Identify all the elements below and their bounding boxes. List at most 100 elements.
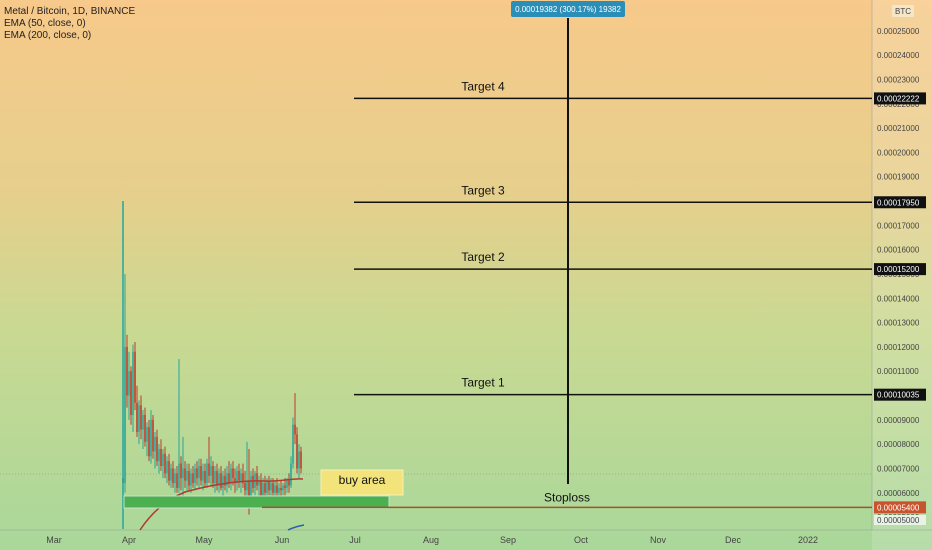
candle-body bbox=[230, 468, 232, 484]
target-label: Target 4 bbox=[461, 79, 505, 93]
candle-body bbox=[150, 419, 152, 457]
x-tick-label: Dec bbox=[725, 535, 742, 545]
candle-body bbox=[256, 473, 258, 486]
candle-body bbox=[190, 473, 192, 486]
x-tick-label: Oct bbox=[574, 535, 589, 545]
x-tick-label: 2022 bbox=[798, 535, 818, 545]
chart-legend: Metal / Bitcoin, 1D, BINANCE EMA (50, cl… bbox=[4, 6, 135, 42]
currency-label: BTC bbox=[895, 7, 911, 16]
buy-zone-bar bbox=[123, 495, 390, 509]
candle-body bbox=[182, 468, 184, 479]
symbol-title: Metal / Bitcoin, 1D, BINANCE bbox=[4, 6, 136, 17]
candle-body bbox=[124, 346, 126, 484]
candle-body bbox=[248, 480, 250, 498]
candle-body bbox=[288, 480, 290, 486]
candle-body bbox=[142, 414, 144, 430]
candle-body bbox=[156, 436, 158, 462]
ema200-label: EMA (200, close, 0) bbox=[4, 30, 92, 41]
candle-body bbox=[202, 470, 204, 481]
candle-body bbox=[136, 402, 138, 432]
candle-body bbox=[214, 470, 216, 484]
stoploss-price-tag-label: 0.00005400 bbox=[877, 503, 920, 512]
y-tick-label: 0.00013000 bbox=[877, 319, 920, 328]
candle-body bbox=[164, 453, 166, 474]
candle-body bbox=[166, 461, 168, 474]
last-price-tag bbox=[874, 515, 926, 525]
candle-body bbox=[192, 473, 194, 484]
candle-body bbox=[246, 480, 248, 491]
target-price-tag-label: 0.00017950 bbox=[877, 198, 920, 207]
candle-body bbox=[186, 470, 188, 481]
candle-body bbox=[264, 483, 266, 493]
candle-body bbox=[220, 473, 222, 488]
candle-body bbox=[260, 480, 262, 496]
candle-body bbox=[160, 449, 162, 467]
y-tick-label: 0.00007000 bbox=[877, 464, 920, 473]
candle-body bbox=[184, 468, 186, 481]
candle-body bbox=[172, 468, 174, 484]
candle-body bbox=[196, 468, 198, 479]
target-price-tag-label: 0.00010035 bbox=[877, 391, 920, 400]
x-tick-label: Apr bbox=[122, 535, 136, 545]
candle-body bbox=[242, 473, 244, 484]
candle-body bbox=[126, 346, 128, 396]
candle-body bbox=[272, 483, 274, 493]
candle-body bbox=[300, 451, 302, 469]
candle-body bbox=[130, 371, 132, 415]
target-price-tag-label: 0.00015200 bbox=[877, 265, 920, 274]
candle-body bbox=[266, 480, 268, 493]
candle-body bbox=[232, 468, 234, 479]
candle-body bbox=[204, 470, 206, 484]
candle-body bbox=[258, 480, 260, 486]
candle-body bbox=[250, 475, 252, 498]
candle-body bbox=[162, 453, 164, 467]
candle-body bbox=[148, 427, 150, 457]
candle-body bbox=[212, 466, 214, 484]
candle-body bbox=[210, 466, 212, 476]
y-tick-label: 0.00016000 bbox=[877, 246, 920, 255]
candle-body bbox=[274, 485, 276, 493]
stoploss-price-tag bbox=[874, 501, 926, 514]
x-tick-label: May bbox=[195, 535, 213, 545]
x-tick-label: Aug bbox=[423, 535, 439, 545]
candle-body bbox=[240, 473, 242, 481]
candle-body bbox=[290, 463, 292, 486]
candle-body bbox=[244, 483, 246, 491]
target-price-tag-label: 0.00022222 bbox=[877, 94, 920, 103]
y-tick-label: 0.00021000 bbox=[877, 124, 920, 133]
candle-body bbox=[218, 473, 220, 486]
candle-body bbox=[180, 463, 182, 479]
y-tick-label: 0.00020000 bbox=[877, 148, 920, 157]
y-tick-label: 0.00019000 bbox=[877, 173, 920, 182]
candle-body bbox=[194, 468, 196, 484]
y-tick-label: 0.00017000 bbox=[877, 221, 920, 230]
candle-body bbox=[238, 470, 240, 481]
y-tick-label: 0.00012000 bbox=[877, 343, 920, 352]
candle-body bbox=[188, 470, 190, 486]
y-tick-label: 0.00025000 bbox=[877, 27, 920, 36]
candle-body bbox=[154, 436, 156, 452]
candle-body bbox=[278, 487, 280, 493]
candle-body bbox=[176, 473, 178, 488]
candle-body bbox=[296, 434, 298, 469]
candle-body bbox=[276, 485, 278, 493]
candle-body bbox=[226, 473, 228, 486]
candle-body bbox=[144, 414, 146, 442]
candle-body bbox=[200, 466, 202, 481]
candle-body bbox=[178, 463, 180, 488]
y-tick-label: 0.00006000 bbox=[877, 489, 920, 498]
candle-body bbox=[280, 487, 282, 491]
candle-body bbox=[134, 351, 136, 403]
y-tick-label: 0.00023000 bbox=[877, 75, 920, 84]
candle-body bbox=[252, 475, 254, 488]
stoploss-label: Stoploss bbox=[544, 490, 590, 504]
candle-body bbox=[234, 478, 236, 484]
candle-body bbox=[146, 427, 148, 442]
candle-body bbox=[236, 470, 238, 484]
ema50-line bbox=[287, 524, 305, 531]
candle-body bbox=[292, 424, 294, 464]
buy-area-box bbox=[320, 469, 404, 496]
target-price-tag bbox=[874, 196, 926, 209]
